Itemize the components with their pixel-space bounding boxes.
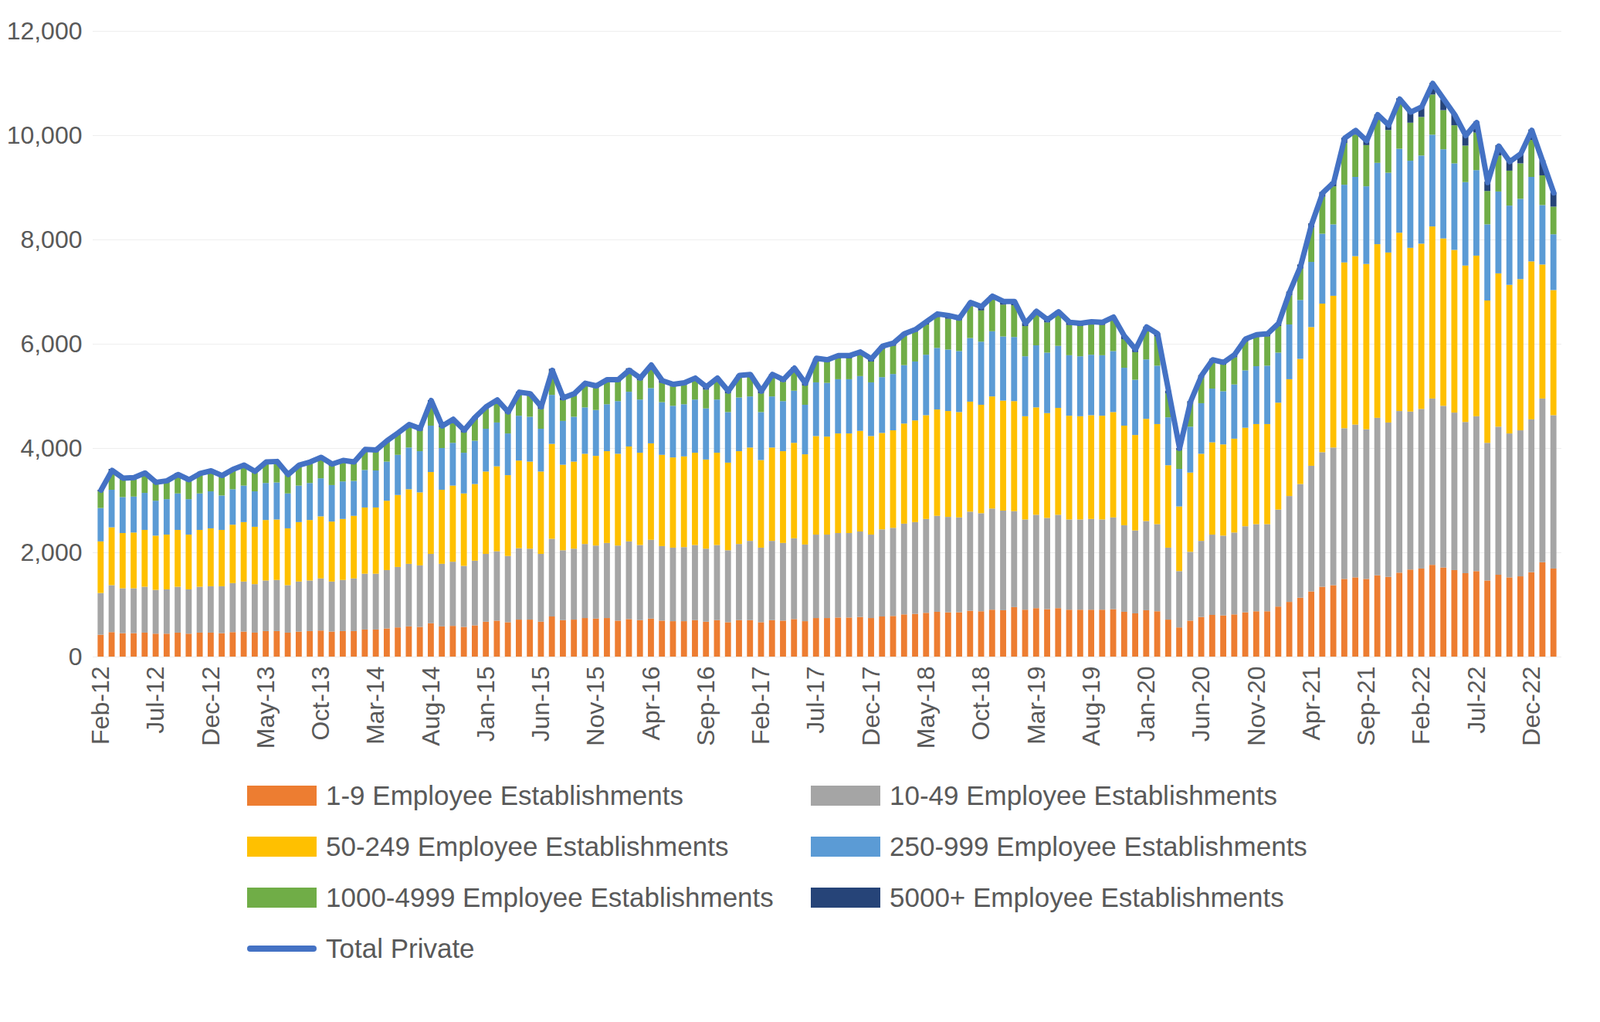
svg-text:Aug-19: Aug-19 bbox=[1077, 666, 1106, 746]
svg-text:8,000: 8,000 bbox=[20, 225, 82, 254]
svg-text:Apr-21: Apr-21 bbox=[1297, 666, 1326, 741]
svg-text:0: 0 bbox=[68, 642, 83, 671]
svg-text:Sep-21: Sep-21 bbox=[1352, 666, 1380, 746]
svg-text:Feb-17: Feb-17 bbox=[746, 666, 775, 745]
html-text:1-9 Employee Establishments: 1-9 Employee Establishments bbox=[325, 779, 684, 811]
svg-text:Feb-12: Feb-12 bbox=[86, 666, 115, 745]
svg-text:Nov-15: Nov-15 bbox=[581, 666, 610, 746]
svg-text:Jun-15: Jun-15 bbox=[526, 666, 555, 743]
svg-text:May-18: May-18 bbox=[911, 666, 940, 750]
svg-text:Jan-20: Jan-20 bbox=[1132, 666, 1160, 743]
svg-text:Jul-12: Jul-12 bbox=[141, 666, 170, 734]
html-text:250-999 Employee Establishment: 250-999 Employee Establishments bbox=[889, 830, 1308, 862]
svg-text:Apr-16: Apr-16 bbox=[637, 666, 665, 741]
html-text:10-49 Employee Establishments: 10-49 Employee Establishments bbox=[889, 779, 1278, 811]
svg-text:Mar-19: Mar-19 bbox=[1022, 666, 1051, 745]
svg-text:10,000: 10,000 bbox=[6, 121, 83, 150]
svg-text:Jul-17: Jul-17 bbox=[801, 666, 830, 734]
svg-text:Jun-20: Jun-20 bbox=[1186, 666, 1215, 743]
svg-text:6,000: 6,000 bbox=[20, 329, 82, 358]
svg-text:Mar-14: Mar-14 bbox=[361, 666, 390, 745]
svg-text:Dec-12: Dec-12 bbox=[196, 666, 225, 746]
svg-text:12,000: 12,000 bbox=[6, 16, 83, 45]
svg-text:2,000: 2,000 bbox=[20, 538, 82, 567]
svg-text:4,000: 4,000 bbox=[20, 433, 82, 462]
html-text:Total Private: Total Private bbox=[325, 932, 475, 963]
svg-text:Oct-18: Oct-18 bbox=[966, 666, 995, 741]
svg-text:Dec-22: Dec-22 bbox=[1517, 666, 1546, 746]
svg-text:Jan-15: Jan-15 bbox=[471, 666, 500, 743]
svg-text:Dec-17: Dec-17 bbox=[857, 666, 885, 746]
svg-text:Aug-14: Aug-14 bbox=[416, 666, 445, 746]
html-text:50-249 Employee Establishments: 50-249 Employee Establishments bbox=[325, 830, 729, 862]
svg-text:Jul-22: Jul-22 bbox=[1462, 666, 1491, 734]
svg-text:Feb-22: Feb-22 bbox=[1406, 666, 1435, 745]
html-text:1000-4999 Employee Establishme: 1000-4999 Employee Establishments bbox=[325, 881, 774, 912]
html-text:5000+ Employee Establishments: 5000+ Employee Establishments bbox=[889, 881, 1284, 912]
svg-text:Oct-13: Oct-13 bbox=[306, 666, 335, 741]
svg-text:May-13: May-13 bbox=[251, 666, 280, 750]
svg-text:Sep-16: Sep-16 bbox=[691, 666, 720, 746]
svg-text:Nov-20: Nov-20 bbox=[1242, 666, 1271, 746]
